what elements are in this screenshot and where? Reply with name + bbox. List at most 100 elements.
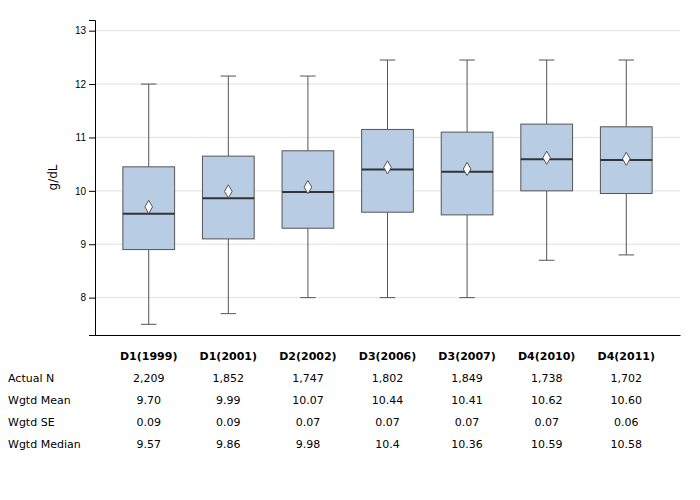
whisker bbox=[148, 250, 149, 325]
whisker-cap bbox=[300, 76, 316, 77]
mean-marker bbox=[145, 200, 153, 213]
table-cell: 0.07 bbox=[534, 416, 559, 429]
grid bbox=[95, 31, 680, 298]
table-cell: 0.06 bbox=[614, 416, 639, 429]
mean-marker bbox=[463, 162, 471, 175]
whisker-cap bbox=[141, 324, 157, 325]
table-cell: 10.41 bbox=[451, 394, 483, 407]
grid-line bbox=[95, 30, 680, 31]
mean-marker bbox=[543, 151, 551, 164]
whisker-cap bbox=[459, 60, 475, 61]
box bbox=[282, 76, 334, 298]
whisker bbox=[148, 84, 149, 167]
whisker bbox=[467, 60, 468, 132]
table-row-label: Wgtd SE bbox=[8, 416, 55, 429]
x-axis bbox=[96, 335, 681, 336]
table-cell: 10.60 bbox=[611, 394, 643, 407]
y-tick: 8 bbox=[80, 292, 95, 303]
box-body bbox=[362, 129, 414, 212]
table-header: D2(2002) bbox=[279, 350, 336, 363]
whisker bbox=[467, 215, 468, 298]
table-row-label: Actual N bbox=[8, 372, 54, 385]
table-cell: 10.36 bbox=[451, 438, 483, 451]
box-body bbox=[123, 167, 175, 250]
table-cell: 0.09 bbox=[216, 416, 241, 429]
box bbox=[441, 60, 493, 298]
table-cell: 9.99 bbox=[216, 394, 241, 407]
mean-marker bbox=[225, 185, 233, 198]
table-cell: 0.09 bbox=[136, 416, 161, 429]
table-cell: 9.57 bbox=[136, 438, 161, 451]
whisker-cap bbox=[619, 60, 635, 61]
whisker bbox=[307, 76, 308, 151]
whisker-cap bbox=[539, 60, 555, 61]
y-tick-label: 12 bbox=[75, 79, 87, 90]
table-cell: 1,738 bbox=[531, 372, 563, 385]
table-cell: 0.07 bbox=[455, 416, 480, 429]
whisker-cap bbox=[221, 76, 237, 77]
plot-area: 8 9 10 11 12 13 bbox=[75, 21, 681, 336]
table: D1(1999)D1(2001)D2(2002)D3(2006)D3(2007)… bbox=[8, 350, 655, 451]
y-tick-mark bbox=[89, 137, 95, 138]
y-tick-label: 13 bbox=[75, 25, 87, 36]
chart: 8910111213g/dLD1(1999)D1(2001)D2(2002)D3… bbox=[0, 0, 700, 500]
y-tick-mark bbox=[89, 191, 95, 192]
whisker-cap bbox=[380, 60, 396, 61]
y-tick-label: 11 bbox=[76, 132, 87, 143]
table-header: D3(2006) bbox=[359, 350, 416, 363]
box bbox=[600, 60, 652, 255]
whisker bbox=[228, 239, 229, 314]
box-body bbox=[521, 124, 573, 191]
y-tick: 10 bbox=[75, 186, 95, 197]
whisker bbox=[387, 212, 388, 297]
box-body bbox=[600, 127, 652, 194]
whisker-cap bbox=[619, 254, 635, 255]
table-header: D4(2010) bbox=[518, 350, 575, 363]
box bbox=[123, 84, 175, 324]
y-axis-title: g/dL bbox=[46, 164, 60, 190]
table-cell: 1,852 bbox=[213, 372, 245, 385]
box-body bbox=[202, 156, 254, 239]
y-tick-label: 10 bbox=[75, 186, 87, 197]
y-tick: 9 bbox=[80, 239, 95, 250]
whisker-cap bbox=[300, 297, 316, 298]
whisker-cap bbox=[141, 84, 157, 85]
table-row-label: Wgtd Mean bbox=[8, 394, 71, 407]
y-tick: 13 bbox=[75, 25, 95, 36]
table-cell: 10.59 bbox=[531, 438, 563, 451]
table-header: D3(2007) bbox=[438, 350, 495, 363]
table-cell: 0.07 bbox=[296, 416, 321, 429]
whisker bbox=[546, 191, 547, 260]
whisker-cap bbox=[539, 260, 555, 261]
table-cell: 1,702 bbox=[611, 372, 643, 385]
y-tick-label: 9 bbox=[80, 239, 86, 250]
table-cell: 9.98 bbox=[296, 438, 321, 451]
table-cell: 10.58 bbox=[611, 438, 643, 451]
table-cell: 1,747 bbox=[292, 372, 324, 385]
y-axis-line bbox=[89, 21, 96, 336]
table-cell: 10.4 bbox=[375, 438, 400, 451]
table-cell: 10.07 bbox=[292, 394, 324, 407]
whisker-cap bbox=[380, 297, 396, 298]
whisker-cap bbox=[221, 313, 237, 314]
y-tick: 11 bbox=[76, 132, 95, 143]
whisker-cap bbox=[459, 297, 475, 298]
y-tick-label: 8 bbox=[80, 292, 86, 303]
x-axis-line bbox=[96, 335, 681, 336]
table-cell: 10.44 bbox=[372, 394, 404, 407]
box-body bbox=[282, 151, 334, 228]
table-header: D1(1999) bbox=[120, 350, 177, 363]
grid-line bbox=[95, 297, 680, 298]
table-cell: 9.86 bbox=[216, 438, 241, 451]
whisker bbox=[307, 228, 308, 297]
table-cell: 10.62 bbox=[531, 394, 563, 407]
table-cell: 1,849 bbox=[451, 372, 483, 385]
whisker bbox=[546, 60, 547, 124]
y-tick-mark bbox=[89, 244, 95, 245]
whisker bbox=[626, 60, 627, 127]
mean-marker bbox=[384, 161, 392, 174]
table-row-label: Wgtd Median bbox=[8, 438, 81, 451]
table-cell: 1,802 bbox=[372, 372, 404, 385]
y-tick-mark bbox=[89, 84, 95, 85]
whisker bbox=[387, 60, 388, 129]
